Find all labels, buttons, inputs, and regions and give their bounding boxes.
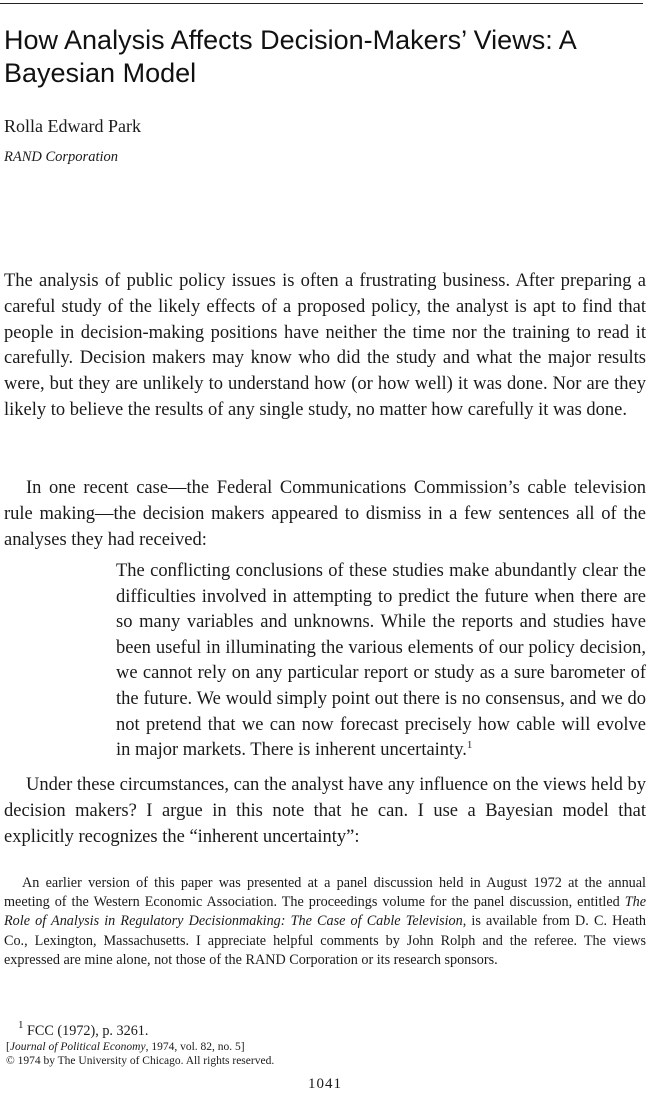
copyright-notice: © 1974 by The University of Chicago. All… xyxy=(6,1055,275,1067)
footnote-ack-part1: An earlier version of this paper was pre… xyxy=(4,875,646,911)
footnote-ack-volume-title: The Role of Analysis in Regulatory Decis… xyxy=(4,894,646,930)
paragraph-bayesian: Under these circumstances, can the analy… xyxy=(4,775,646,847)
author-name: Rolla Edward Park xyxy=(4,116,141,136)
footnote-ref-1[interactable]: 1 xyxy=(466,739,473,752)
article-title: How Analysis Affects Decision-Makers’ Vi… xyxy=(4,25,576,88)
top-rule xyxy=(0,3,643,4)
paragraph-fcc-case: In one recent case—the Federal Communica… xyxy=(4,478,646,550)
footnote-1-mark: 1 xyxy=(18,1019,24,1031)
journal-name: Journal of Political Economy xyxy=(9,1041,146,1053)
journal-bracket: [ xyxy=(6,1041,10,1053)
author-affiliation: RAND Corporation xyxy=(4,149,118,165)
footnote-ack-part2: , is available from D. C. Heath Co., Lex… xyxy=(4,913,646,968)
block-quote: The conflicting conclusions of these stu… xyxy=(116,559,646,764)
paragraph-intro: The analysis of public policy issues is … xyxy=(4,271,646,420)
footnote-1-text: FCC (1972), p. 3261. xyxy=(23,1023,149,1039)
footnote-1: 1 FCC (1972), p. 3261. xyxy=(18,1019,149,1040)
footnote-acknowledgement: An earlier version of this paper was pre… xyxy=(4,874,646,970)
block-quote-text: The conflicting conclusions of these stu… xyxy=(116,561,646,761)
journal-citation: [Journal of Political Economy, 1974, vol… xyxy=(6,1040,245,1054)
journal-volume: , 1974, vol. 82, no. 5] xyxy=(145,1041,245,1053)
page-number: 1041 xyxy=(308,1076,342,1092)
